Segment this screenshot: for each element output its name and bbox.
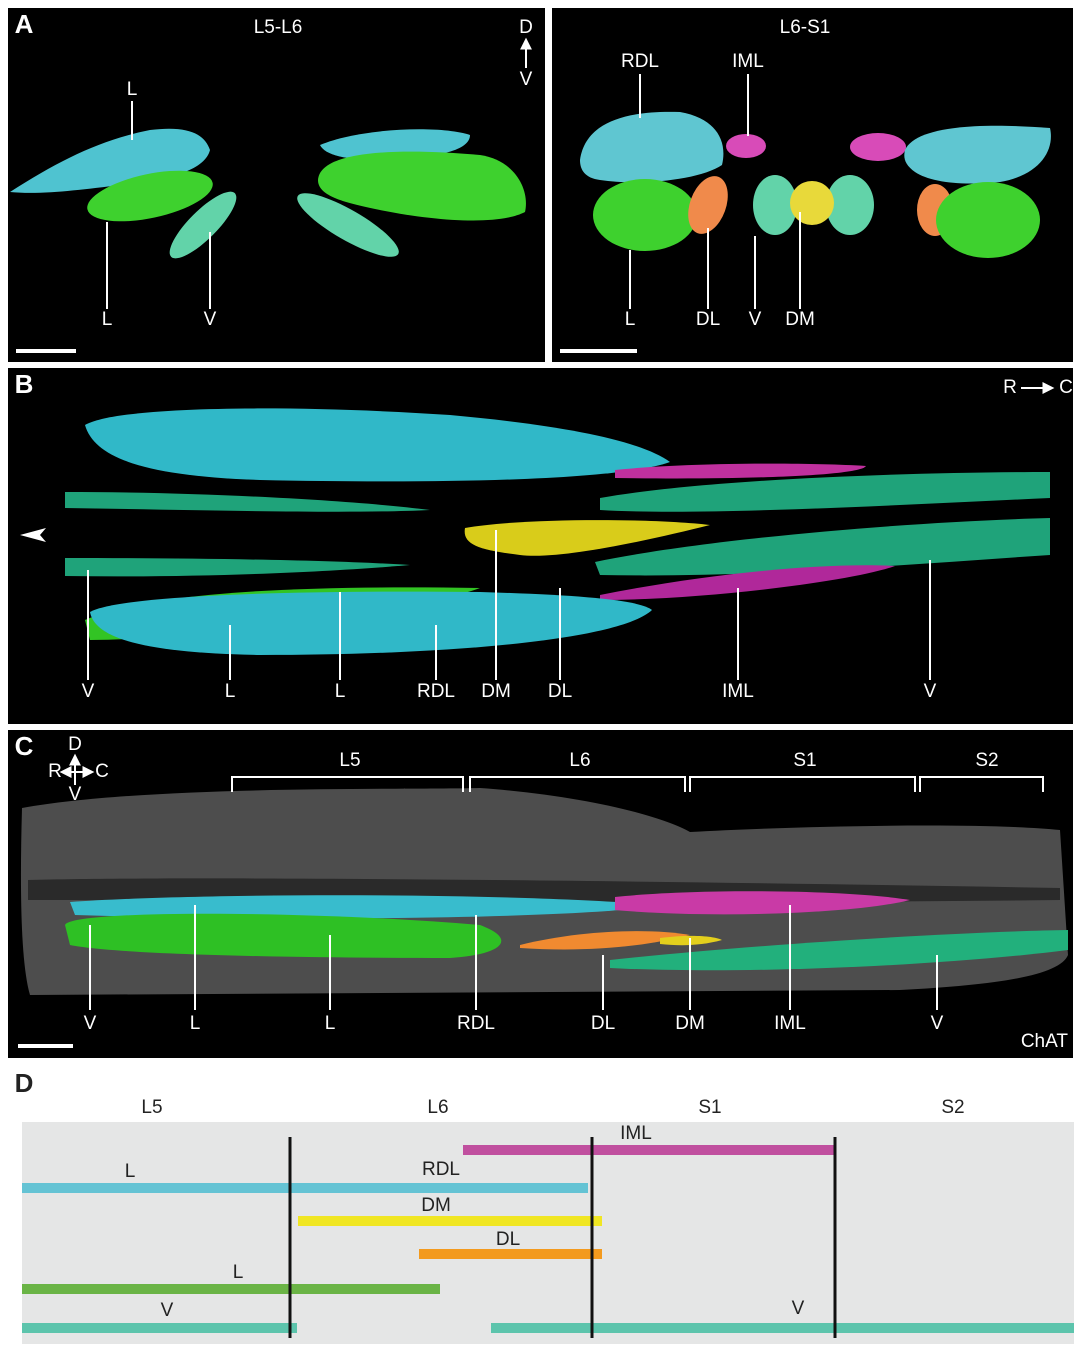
nucleus-label: V (924, 681, 937, 702)
segment-label: S1 (698, 1097, 721, 1118)
segment-label: L5 (339, 750, 360, 771)
segment-label: L6 (569, 750, 590, 771)
segment-label: S1 (793, 750, 816, 771)
panel-d: D L5 L6 S1 S2 IML L RDL DM DL L V V (15, 1068, 1074, 1344)
l-rdl-bar (22, 1183, 588, 1193)
panel-label: A (15, 9, 34, 39)
nucleus-label: L (127, 79, 138, 100)
nucleus-label: L (325, 1013, 336, 1034)
nucleus-label: IML (722, 681, 754, 702)
nucleus-label: V (82, 681, 95, 702)
panel-c: C D R C V L5 L6 S1 S2 V L L RDL DL DM IML V ChAT (8, 730, 1073, 1058)
orientation-label: D (519, 17, 533, 38)
nucleus-label: V (204, 309, 217, 330)
nucleus-label: L (102, 309, 113, 330)
iml-magenta (850, 133, 906, 161)
nucleus-label: DL (696, 309, 720, 330)
bar-label: RDL (422, 1159, 460, 1180)
nucleus-label: L (190, 1013, 201, 1034)
panel-a-right: L6-S1 RDL IML L DL V DM (552, 8, 1073, 362)
nucleus-label: V (84, 1013, 97, 1034)
iml-bar (463, 1145, 835, 1155)
panel-label: D (15, 1068, 34, 1098)
bar-label: L (125, 1161, 136, 1182)
orientation-label: R (48, 761, 62, 782)
dl-bar (419, 1249, 602, 1259)
iml-magenta (726, 134, 766, 158)
panel-a-left: A L5-L6 D V L L V (8, 8, 545, 362)
nucleus-label: RDL (417, 681, 455, 702)
panel-title: L6-S1 (780, 17, 831, 38)
nucleus-label: V (749, 309, 762, 330)
orientation-label: V (69, 784, 82, 805)
stain-label: ChAT (1021, 1031, 1069, 1052)
nucleus-label: L (625, 309, 636, 330)
nucleus-label: L (335, 681, 346, 702)
segment-label: L6 (427, 1097, 448, 1118)
panel-label: C (15, 731, 34, 761)
nucleus-label: V (931, 1013, 944, 1034)
orientation-label: D (68, 734, 82, 755)
lateral-green (936, 182, 1040, 258)
l-bar (22, 1284, 440, 1294)
panel-label: B (15, 369, 34, 399)
orientation-label: C (95, 761, 109, 782)
lateral-green (593, 179, 697, 251)
panel-b: B R C V L L RDL DM DL IML V (8, 368, 1073, 724)
nucleus-label: RDL (621, 51, 659, 72)
bar-label: IML (620, 1123, 652, 1144)
bar-label: V (792, 1298, 805, 1319)
segment-label: L5 (141, 1097, 162, 1118)
nucleus-label: DM (675, 1013, 705, 1034)
figure: A L5-L6 D V L L V L6-S1 RDL IML L DL (0, 0, 1081, 1347)
nucleus-label: L (225, 681, 236, 702)
orientation-label: V (520, 69, 533, 90)
panel-title: L5-L6 (254, 17, 303, 38)
bar-label: V (161, 1300, 174, 1321)
segment-label: S2 (941, 1097, 964, 1118)
dm-bar (298, 1216, 602, 1226)
orientation-label: R (1003, 377, 1017, 398)
nucleus-label: DM (785, 309, 815, 330)
segment-label: S2 (975, 750, 998, 771)
v-bar (22, 1323, 297, 1333)
nucleus-label: DL (591, 1013, 615, 1034)
v-bar (491, 1323, 1074, 1333)
bar-label: DM (421, 1195, 451, 1216)
orientation-label: C (1059, 377, 1073, 398)
nucleus-label: DM (481, 681, 511, 702)
dm-yellow (790, 181, 834, 225)
diagram-background (22, 1122, 1074, 1344)
bar-label: DL (496, 1229, 520, 1250)
nucleus-label: DL (548, 681, 572, 702)
nucleus-label: RDL (457, 1013, 495, 1034)
nucleus-label: IML (774, 1013, 806, 1034)
nucleus-label: IML (732, 51, 764, 72)
bar-label: L (233, 1262, 244, 1283)
